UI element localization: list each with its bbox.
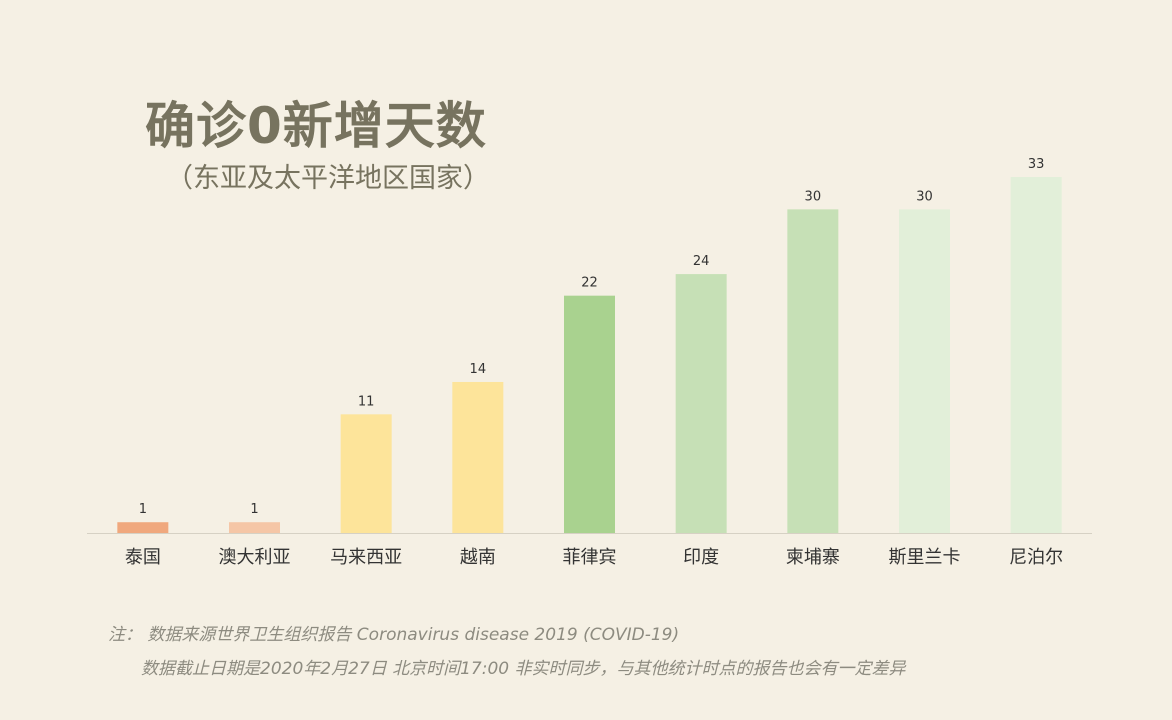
category-label-3: 越南 bbox=[460, 547, 496, 568]
bar-3 bbox=[452, 381, 504, 533]
data-label-2: 11 bbox=[358, 394, 375, 409]
chart-title: 确诊0新增天数 bbox=[145, 97, 487, 155]
category-label-7: 斯里兰卡 bbox=[889, 547, 961, 568]
category-label-6: 柬埔寨 bbox=[786, 547, 840, 568]
data-label-8: 33 bbox=[1028, 157, 1045, 172]
category-label-8: 尼泊尔 bbox=[1009, 547, 1063, 568]
data-label-1: 1 bbox=[250, 502, 258, 517]
data-label-5: 24 bbox=[693, 254, 710, 269]
bar-1 bbox=[229, 522, 280, 533]
bar-4 bbox=[564, 295, 615, 533]
category-label-1: 澳大利亚 bbox=[219, 547, 291, 568]
category-label-0: 泰国 bbox=[125, 547, 161, 568]
bar-7 bbox=[899, 209, 950, 533]
data-label-3: 14 bbox=[470, 362, 487, 377]
data-label-6: 30 bbox=[805, 189, 822, 204]
bar-6 bbox=[787, 209, 839, 533]
chart-subtitle: （东亚及太平洋地区国家） bbox=[166, 163, 490, 194]
bar-2 bbox=[340, 414, 392, 533]
data-label-0: 1 bbox=[139, 502, 147, 517]
category-label-4: 菲律宾 bbox=[563, 547, 617, 568]
date-note: 数据截止日期是2020年2月27日 北京时间17:00 非实时同步，与其他统计时… bbox=[141, 659, 906, 679]
data-label-7: 30 bbox=[916, 189, 933, 204]
category-label-2: 马来西亚 bbox=[330, 547, 402, 568]
bar-5 bbox=[675, 274, 727, 533]
source-note: 注： 数据来源世界卫生组织报告 Coronavirus disease 2019… bbox=[108, 625, 680, 645]
bar-8 bbox=[1010, 177, 1062, 533]
category-label-5: 印度 bbox=[683, 547, 719, 568]
data-label-4: 22 bbox=[581, 276, 598, 291]
bar-0 bbox=[117, 522, 169, 533]
